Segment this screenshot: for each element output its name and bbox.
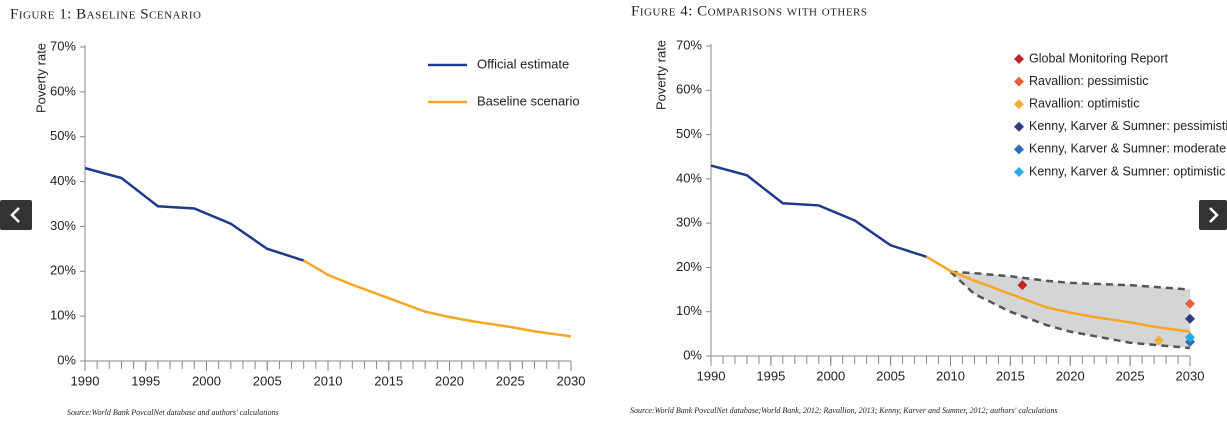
x-tick-label: 2010: [936, 368, 965, 383]
data-point: [1153, 335, 1164, 346]
data-point: [1017, 280, 1028, 291]
legend-swatch: [1014, 144, 1024, 155]
legend-label: Kenny, Karver & Sumner: optimistic: [1029, 164, 1225, 178]
x-tick-label: 2020: [1056, 368, 1085, 383]
legend-swatch: [1014, 76, 1024, 87]
x-tick-label: 2010: [314, 373, 343, 388]
band-upper-line: [950, 270, 1191, 291]
x-tick-label: 2000: [192, 373, 221, 388]
y-tick-label: 10%: [676, 303, 702, 318]
y-tick-label: 70%: [50, 38, 76, 53]
chart-title: Figure 4: Comparisons with others: [631, 3, 868, 19]
y-tick-label: 50%: [676, 126, 702, 141]
y-axis-label: Poverty rate: [653, 40, 668, 110]
series-line: [710, 164, 927, 258]
y-tick-label: 50%: [50, 128, 76, 143]
source-note: Source:World Bank PovcalNet database;Wor…: [630, 406, 1057, 415]
x-tick-label: 1990: [71, 373, 100, 388]
next-button[interactable]: [1199, 200, 1227, 230]
x-tick-label: 2025: [1116, 368, 1145, 383]
legend-label: Official estimate: [477, 56, 569, 71]
y-tick-label: 30%: [676, 215, 702, 230]
y-tick-label: 40%: [676, 170, 702, 185]
x-tick-label: 2005: [253, 373, 282, 388]
chart-title: Figure 1: Baseline Scenario: [10, 6, 201, 22]
prev-button[interactable]: [0, 200, 32, 230]
y-tick-label: 60%: [50, 83, 76, 98]
series-line: [925, 255, 1191, 333]
series-line: [84, 166, 305, 262]
x-tick-label: 2025: [496, 373, 525, 388]
x-tick-label: 1995: [131, 373, 160, 388]
data-point: [1185, 298, 1195, 309]
data-point: [1185, 313, 1195, 324]
y-tick-label: 30%: [50, 218, 76, 233]
y-tick-label: 0%: [57, 352, 76, 367]
legend-label: Baseline scenario: [477, 93, 580, 108]
x-tick-label: 2000: [816, 368, 845, 383]
x-tick-label: 1990: [697, 368, 726, 383]
y-tick-label: 40%: [50, 173, 76, 188]
y-tick-label: 70%: [676, 37, 702, 52]
legend-label: Ravallion: pessimistic: [1029, 74, 1148, 88]
y-tick-label: 20%: [676, 259, 702, 274]
x-tick-label: 2005: [876, 368, 905, 383]
band-lower-line: [949, 270, 1191, 350]
x-tick-label: 1995: [756, 368, 785, 383]
source-note: Source:World Bank PovcalNet database and…: [67, 408, 279, 417]
legend-swatch: [1014, 99, 1024, 110]
legend-swatch: [1014, 54, 1024, 64]
y-tick-label: 0%: [683, 347, 702, 362]
y-axis-label: Poverty rate: [33, 43, 48, 113]
series-line: [303, 259, 572, 338]
x-tick-label: 2015: [996, 368, 1025, 383]
y-tick-label: 60%: [676, 82, 702, 97]
legend-swatch: [1014, 167, 1024, 177]
x-tick-label: 2020: [435, 373, 464, 388]
data-point: [1185, 332, 1195, 343]
x-tick-label: 2030: [1176, 368, 1205, 383]
legend-label: Kenny, Karver & Sumner: pessimistic: [1029, 119, 1227, 133]
legend-label: Kenny, Karver & Sumner: moderate: [1029, 142, 1226, 156]
y-tick-label: 20%: [50, 263, 76, 278]
legend-swatch: [1014, 121, 1024, 132]
legend-label: Ravallion: optimistic: [1029, 96, 1139, 110]
y-tick-label: 10%: [50, 308, 76, 323]
x-tick-label: 2030: [557, 373, 586, 388]
range-band: [950, 271, 1190, 349]
legend-label: Global Monitoring Report: [1029, 51, 1168, 65]
x-tick-label: 2015: [374, 373, 403, 388]
